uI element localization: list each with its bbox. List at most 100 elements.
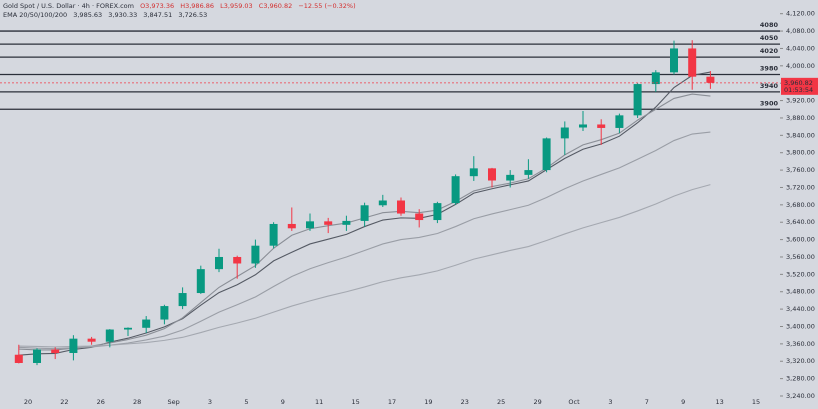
- y-tick-label: 3,480.00: [786, 288, 815, 296]
- candle-body: [469, 168, 478, 177]
- header: Gold Spot / U.S. Dollar · 4h · FOREX.com…: [3, 2, 360, 20]
- ema-line: [18, 184, 711, 348]
- candle-body: [324, 221, 333, 225]
- y-tick-label: 3,840.00: [786, 131, 815, 139]
- candle-body: [433, 203, 442, 221]
- y-tick-label: 3,320.00: [786, 357, 815, 365]
- candle-body: [342, 220, 351, 225]
- candle-body: [688, 48, 697, 77]
- y-tick-label: 3,360.00: [786, 340, 815, 348]
- y-tick-label: 3,560.00: [786, 253, 815, 261]
- level-label: 3900: [760, 99, 779, 107]
- ohlc-change: −12.55 (−0.32%): [298, 2, 356, 10]
- candle-body: [488, 168, 496, 181]
- x-tick-label: 13: [715, 398, 723, 406]
- x-tick-label: Oct: [568, 398, 580, 406]
- level-label: 4080: [760, 21, 779, 29]
- chart-title: Gold Spot / U.S. Dollar · 4h · FOREX.com: [3, 2, 134, 10]
- level-label: 4020: [760, 47, 779, 55]
- x-tick-label: 7: [645, 398, 649, 406]
- x-tick-label: 17: [388, 398, 396, 406]
- candle-body: [269, 223, 278, 246]
- x-tick-label: 3: [208, 398, 212, 406]
- candle-body: [506, 174, 515, 181]
- candle-body: [360, 205, 369, 221]
- x-tick-label: 25: [497, 398, 505, 406]
- y-tick-label: 3,880.00: [786, 114, 815, 122]
- ema-line: [18, 71, 711, 356]
- y-tick-label: 4,080.00: [786, 27, 815, 35]
- y-tick-label: 3,600.00: [786, 236, 815, 244]
- candle-body: [33, 349, 41, 363]
- y-tick-label: 3,720.00: [786, 183, 815, 191]
- y-tick-label: 3,280.00: [786, 375, 815, 383]
- x-tick-label: 9: [681, 398, 685, 406]
- x-tick-label: 19: [424, 398, 432, 406]
- ema-legend: EMA 20/50/100/200 3,985.63 3,930.33 3,84…: [3, 11, 360, 20]
- y-tick-label: 3,680.00: [786, 201, 815, 209]
- x-tick-label: 11: [315, 398, 323, 406]
- ohlc: H3,986.86: [180, 2, 215, 10]
- candle-body: [597, 124, 606, 128]
- ema-title: EMA 20/50/100/200: [3, 11, 68, 19]
- x-tick-label: 15: [752, 398, 760, 406]
- x-tick-label: 28: [133, 398, 141, 406]
- x-tick-label: 22: [60, 398, 68, 406]
- level-label: 4050: [760, 34, 779, 42]
- ema-value: 3,847.51: [143, 11, 173, 19]
- candle-body: [105, 329, 114, 342]
- ema-line: [18, 131, 711, 350]
- candle-body: [579, 124, 587, 128]
- candle-body: [706, 76, 715, 83]
- x-tick-label: 5: [244, 398, 248, 406]
- y-tick-label: 3,400.00: [786, 322, 815, 330]
- candle-body: [524, 170, 533, 175]
- candle-body: [87, 338, 96, 342]
- candle-body: [51, 349, 60, 353]
- candle-body: [124, 327, 132, 330]
- candle-body: [542, 138, 551, 171]
- y-tick-label: 3,800.00: [786, 149, 815, 157]
- price-axis-bg: [780, 0, 818, 409]
- candle-body: [233, 256, 242, 264]
- level-label: 3980: [760, 65, 779, 73]
- y-tick-label: 3,520.00: [786, 270, 815, 278]
- candle-body: [69, 338, 78, 353]
- x-tick-label: 29: [533, 398, 541, 406]
- y-tick-label: 3,240.00: [786, 392, 815, 400]
- x-tick-label: 3: [608, 398, 612, 406]
- ohlc: C3,960.82: [258, 2, 293, 10]
- x-tick-label: Sep: [167, 398, 179, 406]
- ohlc: L3,959.03: [220, 2, 253, 10]
- ema-value: 3,985.63: [73, 11, 103, 19]
- x-tick-label: 9: [281, 398, 285, 406]
- price-tag: [781, 77, 818, 95]
- candle-body: [178, 293, 187, 307]
- x-tick-label: 15: [351, 398, 359, 406]
- ema-value: 3,726.53: [178, 11, 208, 19]
- countdown: 01:53:54: [784, 86, 813, 94]
- x-tick-label: 26: [97, 398, 105, 406]
- candle-body: [160, 306, 169, 320]
- y-tick-label: 4,000.00: [786, 62, 815, 70]
- y-tick-label: 4,040.00: [786, 44, 815, 52]
- candle-body: [451, 176, 460, 204]
- level-label: 3940: [760, 82, 779, 90]
- y-tick-label: 3,920.00: [786, 97, 815, 105]
- y-tick-label: 4,120.00: [786, 10, 815, 18]
- candle-body: [397, 200, 405, 214]
- candle-body: [415, 213, 424, 221]
- x-tick-label: 23: [461, 398, 469, 406]
- candle-body: [287, 223, 296, 229]
- candle-body: [378, 200, 387, 206]
- candle-body: [251, 245, 260, 264]
- y-tick-label: 3,640.00: [786, 218, 815, 226]
- candle-body: [142, 319, 151, 328]
- header-line: Gold Spot / U.S. Dollar · 4h · FOREX.com…: [3, 2, 360, 11]
- candle-body: [651, 72, 660, 85]
- y-tick-label: 3,760.00: [786, 166, 815, 174]
- y-tick-label: 3,440.00: [786, 305, 815, 313]
- price-tag-label: 3,960.82: [784, 79, 813, 87]
